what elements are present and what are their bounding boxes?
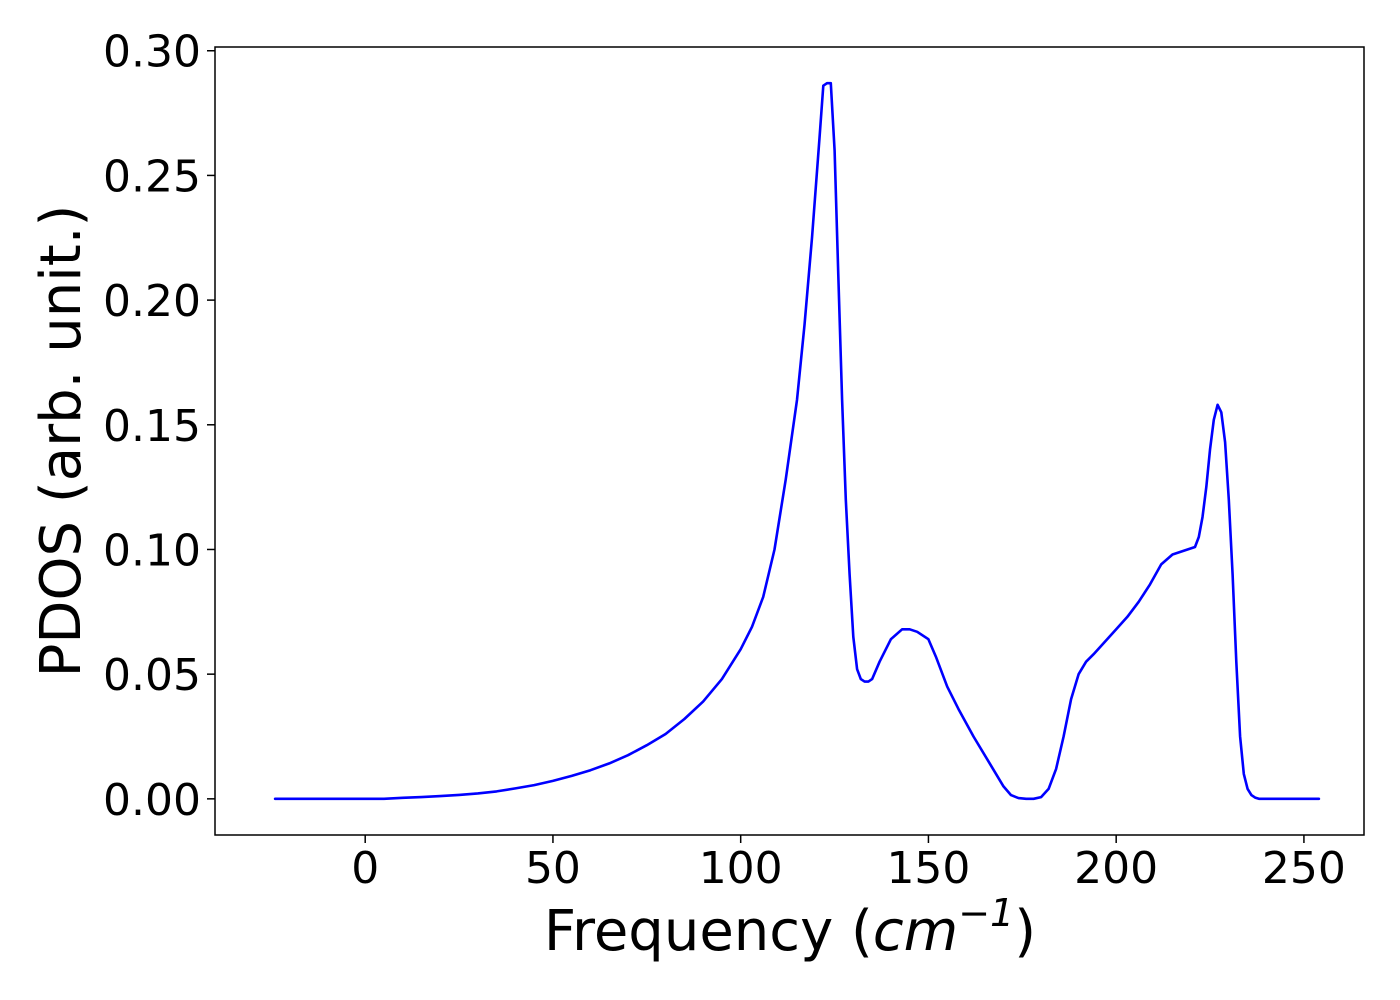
y-tick-label: 0.25 xyxy=(103,151,201,202)
x-tick-label: 0 xyxy=(351,843,379,894)
x-axis-label-exponent: −1 xyxy=(958,891,1014,935)
x-tick-label: 250 xyxy=(1262,843,1346,894)
y-tick-label: 0.30 xyxy=(103,27,201,78)
y-tick-label: 0.10 xyxy=(103,525,201,576)
x-tick-label: 150 xyxy=(886,843,970,894)
plot-frame xyxy=(214,46,1365,836)
x-tick-label: 50 xyxy=(525,843,581,894)
x-axis-label-suffix: ) xyxy=(1014,899,1036,964)
pdos-series-line xyxy=(273,81,1321,801)
x-axis-ticks: 0 50 100 150 200 250 xyxy=(351,835,1346,894)
x-axis-label-unit: cm xyxy=(873,899,958,964)
x-axis-label: Frequency (cm−1) xyxy=(544,891,1036,964)
y-tick-label: 0.15 xyxy=(103,401,201,452)
x-tick-label: 200 xyxy=(1074,843,1158,894)
y-axis-label: PDOS (arb. unit.) xyxy=(29,205,94,678)
series-layer xyxy=(273,81,1321,801)
y-tick-label: 0.00 xyxy=(103,775,201,826)
y-tick-label: 0.05 xyxy=(103,650,201,701)
y-tick-label: 0.20 xyxy=(103,276,201,327)
y-axis-ticks: 0.00 0.05 0.10 0.15 0.20 0.25 0.30 xyxy=(103,27,215,826)
x-tick-label: 100 xyxy=(699,843,783,894)
x-axis-label-prefix: Frequency ( xyxy=(544,899,873,964)
